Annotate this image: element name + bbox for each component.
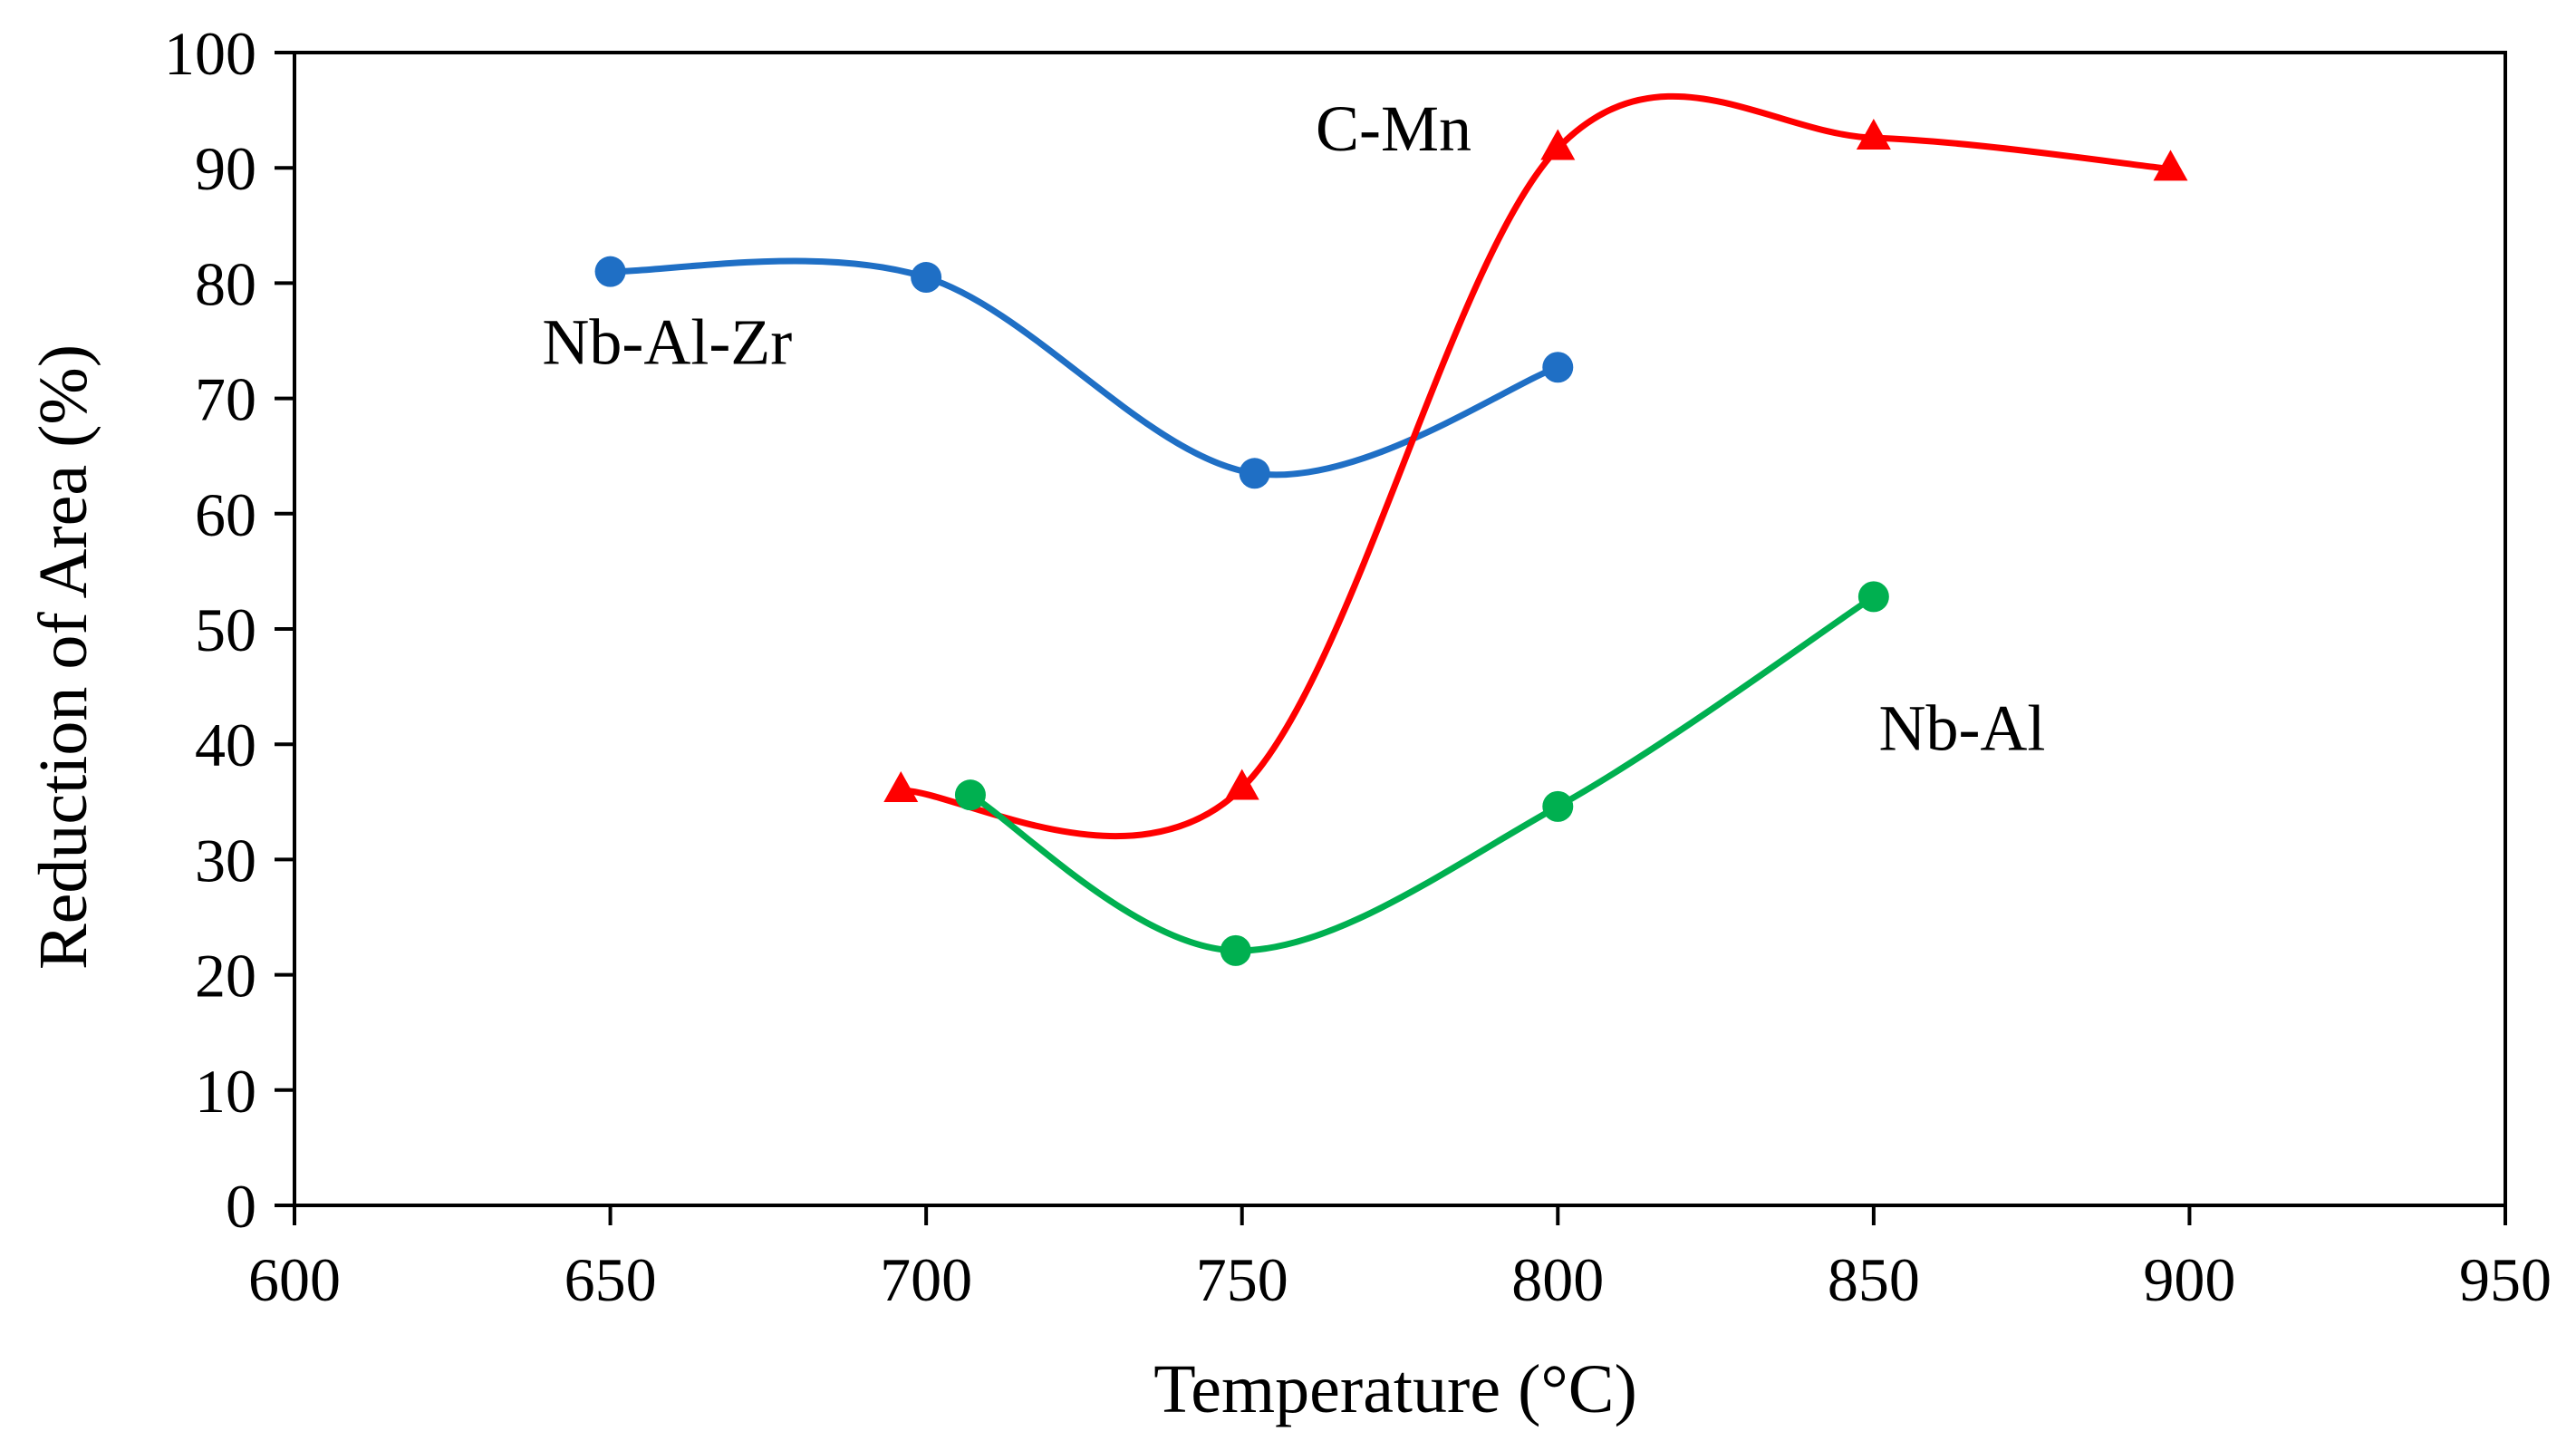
y-tick-label: 40: [195, 711, 256, 779]
data-point-nb-al: [954, 779, 986, 811]
series-markers: [594, 119, 2188, 966]
y-axis-title: Reduction of Area (%): [25, 344, 101, 970]
annotation-nb-al-zr: Nb-Al-Zr: [542, 305, 792, 378]
x-tick-label: 750: [1196, 1245, 1288, 1314]
y-tick-label: 70: [195, 365, 256, 434]
plot-area-frame: [293, 51, 2507, 1207]
annotation-c-mn: C-Mn: [1316, 92, 1471, 165]
data-point-c-mn: [883, 771, 919, 802]
data-point-c-mn: [1224, 769, 1259, 800]
x-tick-label: 700: [880, 1245, 972, 1314]
x-tick-label: 900: [2143, 1245, 2235, 1314]
tick-group: 600 650 700 750 800 850 900 950 0 10 20 30 40 50 60 70 8…: [164, 19, 2552, 1314]
data-point-nb-al: [1220, 934, 1251, 966]
series-line-nb-al: [969, 594, 1876, 954]
y-axis-title-group: Reduction of Area (%): [25, 344, 101, 970]
x-tick-label: 650: [564, 1245, 657, 1314]
series-lines: [610, 92, 2171, 954]
x-tick-label: 800: [1511, 1245, 1604, 1314]
x-tick-label: 600: [248, 1245, 341, 1314]
y-tick-label: 80: [195, 249, 256, 318]
y-tick-label: 50: [195, 595, 256, 664]
y-tick-label: 10: [195, 1057, 256, 1126]
data-point-c-mn: [1540, 129, 1576, 160]
y-tick-label: 100: [164, 19, 256, 88]
data-point-c-mn: [1856, 119, 1891, 150]
x-tick-label: 950: [2459, 1245, 2552, 1314]
data-point-nb-al: [1857, 581, 1889, 613]
data-point-nb-al-zr: [911, 262, 942, 294]
y-tick-label: 30: [195, 826, 256, 895]
data-point-nb-al-zr: [1542, 352, 1574, 383]
series-line-nb-al-zr: [610, 257, 1559, 479]
y-tick-label: 0: [226, 1172, 256, 1241]
data-point-nb-al-zr: [594, 256, 626, 287]
data-point-nb-al-zr: [1239, 458, 1270, 489]
x-axis-title: Temperature (°C): [1153, 1351, 1637, 1427]
data-point-c-mn: [2153, 150, 2188, 181]
x-axis-title-group: Temperature (°C): [1153, 1351, 1637, 1427]
x-tick-label: 850: [1828, 1245, 1920, 1314]
annotation-nb-al: Nb-Al: [1878, 692, 2045, 765]
series-annotations: Nb-Al-Zr C-Mn Nb-Al: [542, 92, 2045, 764]
series-line-c-mn: [901, 92, 2171, 839]
y-tick-label: 60: [195, 480, 256, 549]
y-tick-label: 90: [195, 134, 256, 203]
y-tick-label: 20: [195, 942, 256, 1011]
data-point-nb-al: [1542, 790, 1574, 822]
